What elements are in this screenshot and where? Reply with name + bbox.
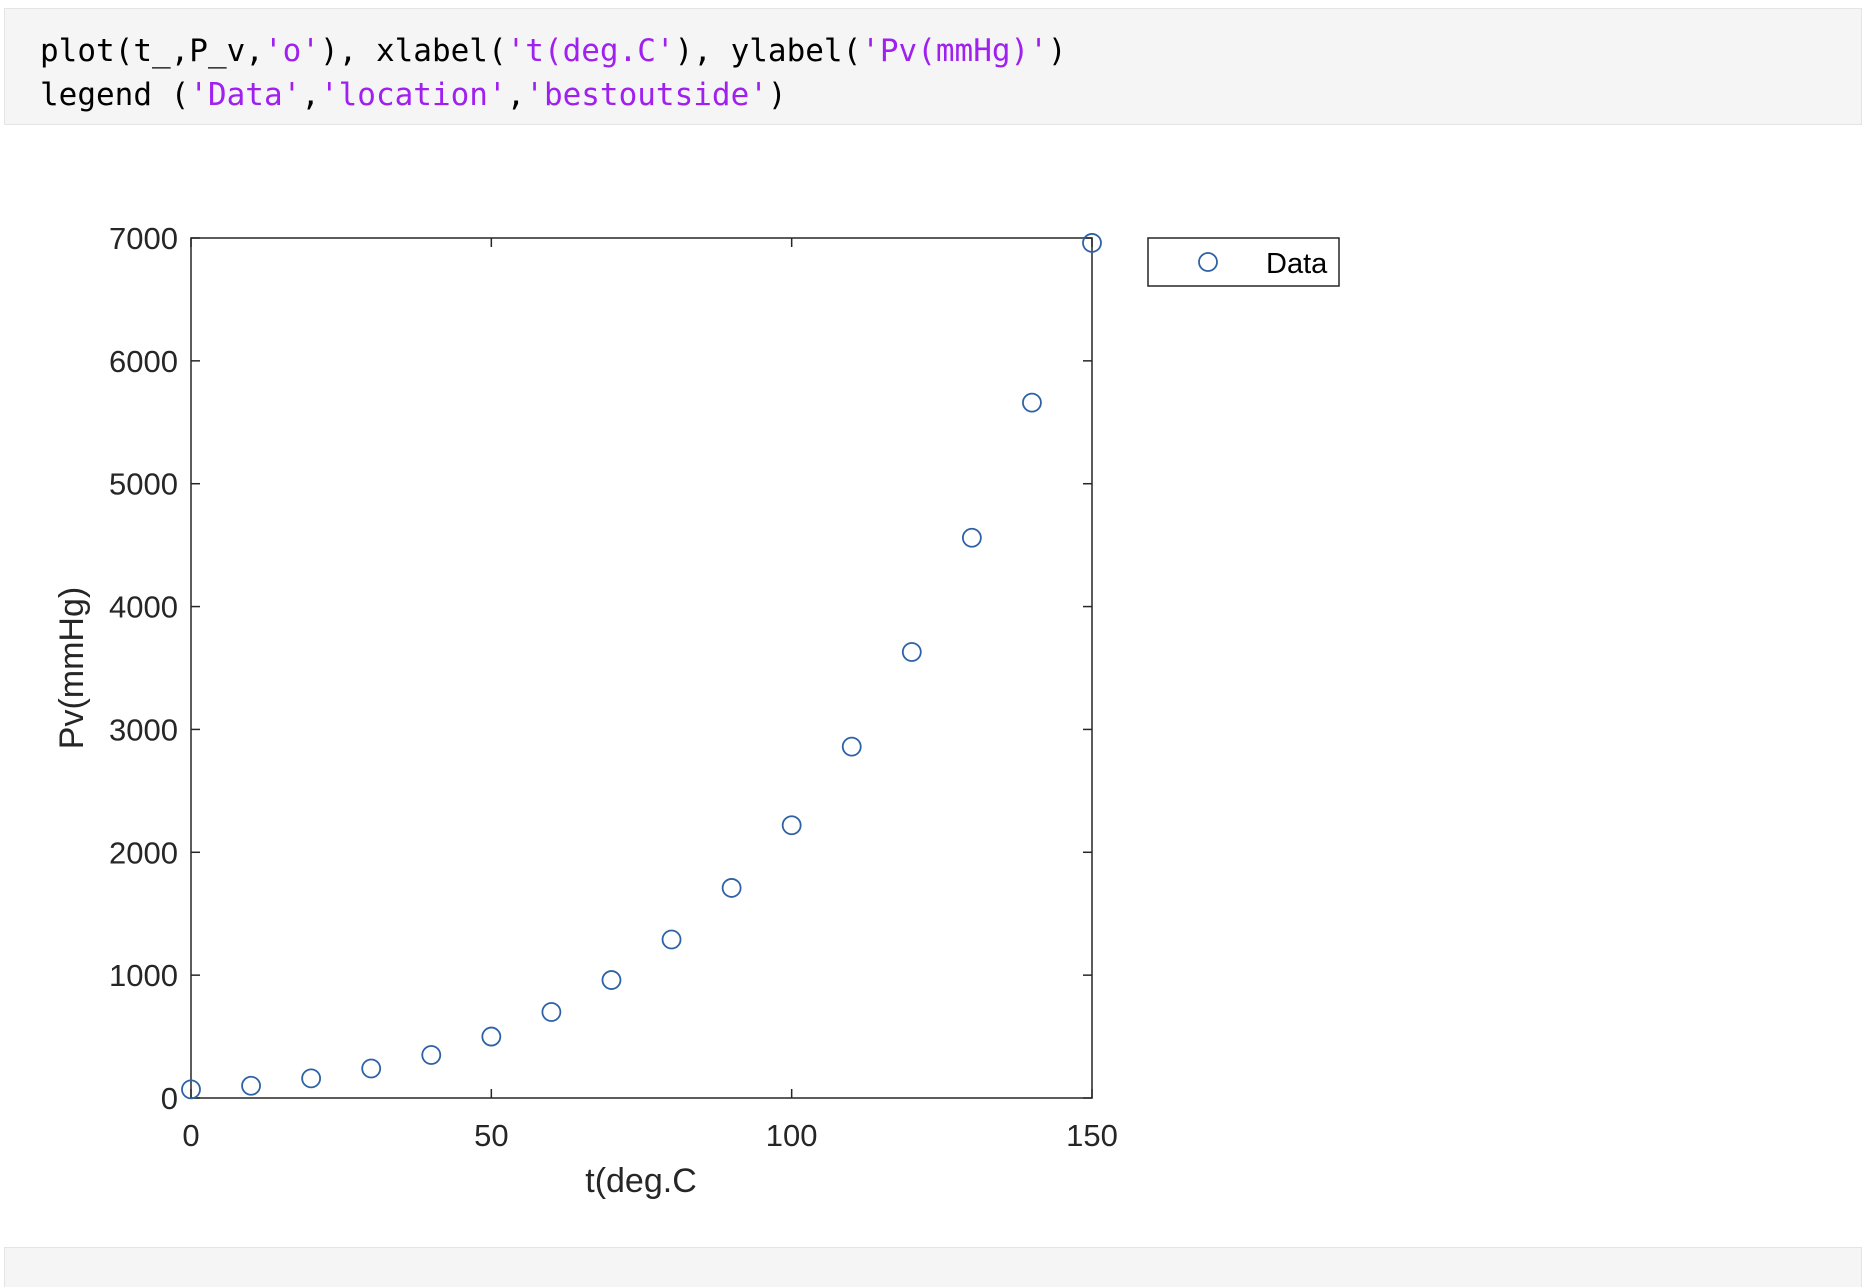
plot-area <box>190 237 1093 1099</box>
code-string-token: 'location' <box>319 77 507 113</box>
data-point <box>601 970 622 990</box>
y-tick-label: 5000 <box>109 467 178 502</box>
x-ticks <box>190 238 1093 1098</box>
data-point <box>361 1058 382 1079</box>
x-tick-label: 0 <box>182 1118 199 1153</box>
x-tick-label: 50 <box>474 1118 508 1153</box>
code-cell[interactable]: plot(t_,P_v,'o'), xlabel('t(deg.C'), yla… <box>4 8 1862 125</box>
data-point <box>1022 392 1042 413</box>
code-token: legend ( <box>40 77 190 113</box>
data-point <box>1082 233 1102 253</box>
code-line-1: plot(t_,P_v,'o'), xlabel('t(deg.C'), yla… <box>40 29 1067 73</box>
code-token: plot(t_,P_v, <box>40 33 264 69</box>
data-point <box>721 878 742 898</box>
data-point <box>421 1045 442 1065</box>
code-token: ) <box>1047 33 1067 69</box>
y-tick-label: 3000 <box>109 712 178 747</box>
legend-marker-icon <box>1198 252 1218 272</box>
x-tick-label: 150 <box>1066 1118 1118 1153</box>
scatter-chart: 0 50 100 150 01000200030004000500060007000 … <box>53 221 1340 1200</box>
y-tick-label: 0 <box>161 1081 178 1116</box>
data-point <box>241 1075 261 1096</box>
code-string-token: 'Pv(mmHg)' <box>861 33 1048 69</box>
code-string-token: 'Data' <box>189 77 302 113</box>
y-axis-label: Pv(mmHg) <box>53 587 91 749</box>
code-string-token: 'bestoutside' <box>525 77 768 113</box>
data-point <box>481 1026 502 1047</box>
x-tick-labels: 0 50 100 150 <box>182 1118 1117 1153</box>
x-tick-label: 100 <box>766 1118 818 1153</box>
data-point <box>961 527 982 548</box>
data-point <box>661 929 682 950</box>
legend-box <box>1147 237 1340 287</box>
y-tick-label: 7000 <box>109 221 178 256</box>
data-points <box>181 233 1102 1100</box>
code-line-2: legend ('Data','location','bestoutside') <box>40 73 787 117</box>
y-tick-label: 1000 <box>109 958 178 993</box>
code-token: ), xlabel( <box>319 33 507 69</box>
data-point <box>841 736 862 757</box>
code-token: ) <box>767 77 787 113</box>
code-string-token: 'o' <box>263 33 320 69</box>
legend-entry-data: Data <box>1266 248 1328 280</box>
y-tick-label: 6000 <box>109 344 178 379</box>
y-tick-label: 2000 <box>109 835 178 870</box>
y-tick-label: 4000 <box>109 590 178 625</box>
data-point <box>781 815 802 836</box>
y-ticks <box>191 237 1092 1099</box>
data-point <box>541 1002 562 1022</box>
empty-code-cell[interactable] <box>4 1247 1862 1287</box>
data-point <box>301 1068 322 1089</box>
code-string-token: 't(deg.C' <box>506 33 675 69</box>
data-point <box>181 1079 201 1100</box>
code-token: , <box>506 77 526 113</box>
y-tick-labels: 0 1000 2000 3000 4000 5000 6000 7000 <box>109 221 178 1116</box>
code-token: , <box>301 77 320 113</box>
data-point <box>901 642 922 662</box>
code-token: ), ylabel( <box>674 33 862 69</box>
output-area: 0 50 100 150 0 1000 2000 3000 4000 5000 6000 7000 … <box>0 140 1872 1240</box>
x-axis-label: t(deg.C <box>585 1162 697 1200</box>
legend: Data <box>1147 237 1340 287</box>
